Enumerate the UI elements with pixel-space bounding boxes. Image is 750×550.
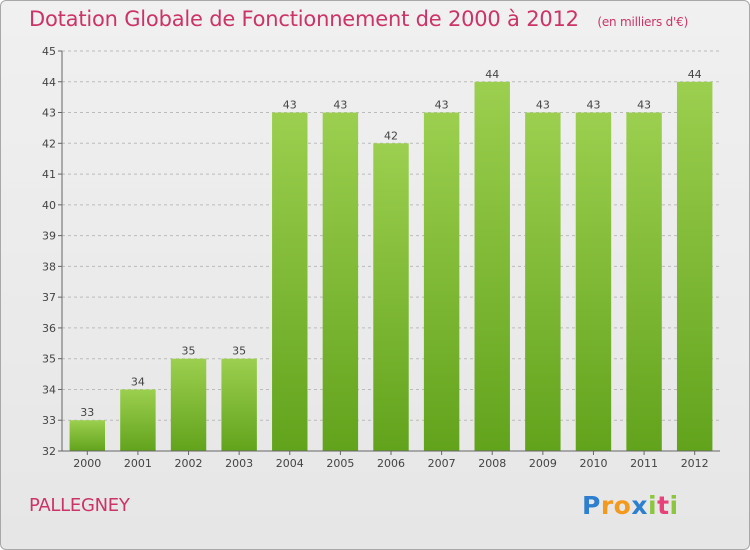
bar-2001	[120, 389, 156, 451]
bar-2004	[272, 112, 308, 452]
logo-letter-1: r	[600, 491, 614, 520]
bar-2000	[69, 420, 106, 451]
y-tick-label-43: 43	[42, 107, 56, 120]
x-tick-label-2000: 2000	[73, 457, 101, 470]
value-label-2005: 43	[333, 99, 347, 112]
value-label-2003: 35	[232, 345, 246, 358]
logo-letter-4: i	[648, 491, 658, 520]
x-tick-label-2006: 2006	[377, 457, 405, 470]
x-tick-label-2002: 2002	[175, 457, 203, 470]
value-label-2011: 43	[637, 99, 651, 112]
value-label-2007: 43	[435, 99, 449, 112]
x-tick-label-2010: 2010	[579, 457, 607, 470]
y-tick-label-40: 40	[42, 199, 56, 212]
bar-2005	[322, 112, 359, 452]
value-label-2008: 44	[485, 68, 499, 81]
bar-2002	[170, 358, 207, 451]
y-tick-label-44: 44	[42, 76, 56, 89]
bar-2003	[221, 358, 257, 451]
bar-2010	[575, 112, 612, 452]
y-tick-label-35: 35	[42, 353, 56, 366]
y-tick-label-34: 34	[42, 383, 56, 396]
proxiti-logo: Proxiti	[582, 491, 679, 520]
bar-2008	[474, 81, 510, 452]
x-tick-label-2012: 2012	[681, 457, 709, 470]
y-tick-label-45: 45	[42, 45, 56, 58]
x-tick-label-2005: 2005	[326, 457, 354, 470]
value-label-2000: 33	[80, 406, 94, 419]
value-label-2006: 42	[384, 129, 398, 142]
value-label-2004: 43	[283, 99, 297, 112]
value-label-2001: 34	[131, 375, 145, 388]
y-tick-label-36: 36	[42, 322, 56, 335]
bar-2011	[626, 112, 662, 452]
logo-letter-6: i	[669, 491, 679, 520]
x-tick-label-2007: 2007	[428, 457, 456, 470]
bar-layer: 33 34 35 35 43 43 42 43 44 43 43 43 44	[69, 68, 713, 452]
y-tick-label-37: 37	[42, 291, 56, 304]
value-label-2009: 43	[536, 99, 550, 112]
commune-name: PALLEGNEY	[29, 495, 130, 516]
bar-2009	[525, 112, 561, 452]
y-tick-label-33: 33	[42, 414, 56, 427]
value-label-2010: 43	[586, 99, 600, 112]
logo-letter-2: o	[613, 491, 632, 520]
y-tick-label-38: 38	[42, 260, 56, 273]
x-tick-label-2009: 2009	[529, 457, 557, 470]
x-tick-label-2003: 2003	[225, 457, 253, 470]
bar-2012	[676, 81, 713, 452]
logo-letter-3: x	[631, 491, 648, 520]
bar-2006	[373, 143, 409, 452]
logo-letter-0: P	[582, 491, 601, 520]
value-label-2012: 44	[688, 68, 702, 81]
x-tick-label-2011: 2011	[630, 457, 658, 470]
bar-2007	[423, 112, 460, 452]
x-tick-label-2008: 2008	[478, 457, 506, 470]
y-tick-label-42: 42	[42, 137, 56, 150]
axis-layer: 32 33 34 35 36 37 38 39 40 41 42 43 44 45 2000 2001 2002…	[42, 45, 720, 470]
value-label-2002: 35	[182, 345, 196, 358]
x-tick-label-2004: 2004	[276, 457, 304, 470]
logo-letter-5: t	[657, 491, 670, 520]
y-tick-label-41: 41	[42, 168, 56, 181]
y-tick-label-39: 39	[42, 230, 56, 243]
x-tick-label-2001: 2001	[124, 457, 152, 470]
chart-title-unit: (en milliers d'€)	[597, 15, 689, 29]
chart-title-main: Dotation Globale de Fonctionnement de 20…	[29, 7, 579, 31]
chart-title: Dotation Globale de Fonctionnement de 20…	[29, 7, 688, 31]
y-tick-label-32: 32	[42, 445, 56, 458]
